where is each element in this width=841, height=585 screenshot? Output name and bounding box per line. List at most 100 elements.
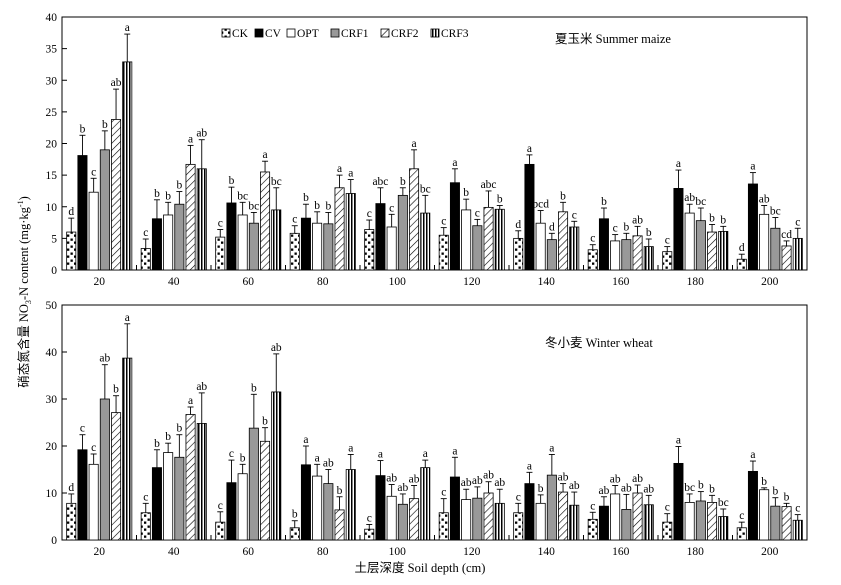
wheat-sig-letter-ck: c bbox=[143, 491, 148, 503]
wheat-x-tick-label: 40 bbox=[168, 546, 180, 558]
maize-sig-letter-ck: c bbox=[590, 233, 595, 245]
wheat-bar-opt bbox=[88, 463, 99, 541]
wheat-bar-cv bbox=[151, 467, 162, 541]
maize-sig-letter-cv: b bbox=[303, 192, 309, 204]
wheat-bar-ck bbox=[736, 527, 747, 541]
maize-y-tick-label: 40 bbox=[46, 12, 58, 24]
maize-bar-crf2 bbox=[334, 187, 345, 271]
maize-bar-ck bbox=[140, 248, 151, 271]
wheat-bar-ck bbox=[66, 502, 77, 541]
maize-sig-letter-cv: b bbox=[601, 196, 607, 208]
wheat-sig-letter-ck: c bbox=[590, 500, 595, 512]
wheat-sig-letter-crf1: a bbox=[549, 442, 554, 454]
maize-sig-letter-crf1: bc bbox=[248, 200, 259, 212]
wheat-sig-letter-crf1: ab bbox=[323, 458, 334, 470]
legend-swatch-crf2 bbox=[380, 28, 390, 38]
maize-bar-crf3 bbox=[271, 209, 282, 271]
wheat-sig-letter-cv: a bbox=[527, 460, 532, 472]
maize-sig-letter-crf1: b bbox=[102, 119, 108, 131]
wheat-x-tick-label: 100 bbox=[389, 546, 407, 558]
wheat-sig-letter-opt: ab bbox=[461, 477, 472, 489]
wheat-sig-letter-ck: c bbox=[441, 487, 446, 499]
maize-y-tick-label: 15 bbox=[46, 170, 58, 182]
wheat-sig-letter-crf2: ab bbox=[483, 470, 494, 482]
maize-sig-letter-crf1: d bbox=[549, 221, 555, 233]
legend-item-crf1: CRF1 bbox=[330, 28, 369, 40]
maize-sig-letter-ck: c bbox=[665, 235, 670, 247]
wheat-sig-letter-crf3: ab bbox=[643, 483, 654, 495]
wheat-sig-letter-crf3: ab bbox=[271, 342, 282, 354]
maize-sig-letter-opt: b bbox=[314, 200, 320, 212]
wheat-bar-crf1 bbox=[621, 509, 632, 541]
wheat-sig-letter-crf1: ab bbox=[621, 482, 632, 494]
wheat-x-tick-label: 140 bbox=[538, 546, 556, 558]
maize-sig-letter-crf2: ab bbox=[632, 214, 643, 226]
wheat-sig-letter-cv: c bbox=[80, 423, 85, 435]
wheat-sig-letter-cv: a bbox=[303, 434, 308, 446]
wheat-sig-letter-ck: c bbox=[739, 510, 744, 522]
maize-bar-crf1 bbox=[546, 239, 557, 271]
legend-item-crf2: CRF2 bbox=[380, 28, 419, 40]
maize-sig-letter-crf2: b bbox=[560, 190, 566, 202]
legend-item-ck: CK bbox=[221, 28, 249, 40]
maize-x-tick-label: 20 bbox=[94, 276, 106, 288]
maize-bar-crf2 bbox=[409, 168, 420, 271]
wheat-sig-letter-opt: c bbox=[91, 442, 96, 454]
wheat-sig-letter-opt: ab bbox=[610, 473, 621, 485]
wheat-bar-crf3 bbox=[271, 391, 282, 541]
legend-label-crf1: CRF1 bbox=[341, 28, 369, 40]
wheat-bar-crf2 bbox=[409, 498, 420, 541]
maize-x-tick-label: 60 bbox=[243, 276, 255, 288]
y-axis-label: 硝态氮含量 NO3-N content (mg·kg-1) bbox=[16, 196, 33, 388]
wheat-bar-opt bbox=[386, 495, 397, 541]
maize-bar-opt bbox=[386, 226, 397, 271]
maize-sig-letter-ck: d bbox=[68, 206, 74, 218]
wheat-bar-crf2 bbox=[260, 440, 271, 541]
wheat-x-tick-label: 20 bbox=[94, 546, 106, 558]
wheat-sig-letter-opt: b bbox=[240, 452, 246, 464]
summer-maize-title: 夏玉米 Summer maize bbox=[555, 32, 671, 46]
wheat-sig-letter-crf1: ab bbox=[472, 475, 483, 487]
wheat-sig-letter-crf1: b bbox=[251, 382, 257, 394]
y-axis-label-mid: -N content (mg·kg bbox=[17, 206, 31, 300]
wheat-x-tick-label: 180 bbox=[687, 546, 705, 558]
y-axis-label-end: ) bbox=[17, 196, 31, 200]
maize-bar-crf1 bbox=[174, 203, 185, 271]
legend-swatch-crf1 bbox=[330, 28, 340, 38]
maize-sig-letter-cv: b bbox=[229, 175, 235, 187]
maize-bar-cv bbox=[375, 203, 386, 271]
maize-sig-letter-opt: c bbox=[91, 166, 96, 178]
wheat-sig-letter-opt: b bbox=[165, 431, 171, 443]
maize-bar-cv bbox=[77, 155, 88, 271]
maize-bar-cv bbox=[524, 163, 535, 271]
maize-bar-crf3 bbox=[196, 168, 207, 271]
maize-sig-letter-ck: c bbox=[367, 208, 372, 220]
maize-sig-letter-crf3: b bbox=[720, 214, 726, 226]
maize-sig-letter-crf2: ab bbox=[111, 77, 122, 89]
wheat-sig-letter-crf3: ab bbox=[569, 480, 580, 492]
wheat-bar-opt bbox=[312, 475, 323, 541]
legend-swatch-crf3 bbox=[430, 28, 440, 38]
maize-bar-opt bbox=[684, 212, 695, 271]
maize-sig-letter-crf3: b bbox=[646, 227, 652, 239]
maize-bar-crf1 bbox=[397, 194, 408, 271]
maize-sig-letter-cv: a bbox=[676, 158, 681, 170]
maize-bar-cv bbox=[226, 202, 237, 271]
wheat-sig-letter-opt: ab bbox=[386, 473, 397, 485]
maize-bar-crf2 bbox=[185, 163, 196, 271]
wheat-bar-crf3 bbox=[643, 504, 654, 541]
legend-swatch-cv bbox=[254, 28, 264, 38]
wheat-x-tick-label: 80 bbox=[317, 546, 329, 558]
maize-sig-letter-crf3: ab bbox=[196, 128, 207, 140]
wheat-sig-letter-opt: b bbox=[538, 483, 544, 495]
wheat-bar-ck bbox=[215, 521, 226, 541]
maize-sig-letter-crf1: bc bbox=[770, 206, 781, 218]
wheat-bar-crf2 bbox=[781, 506, 792, 541]
wheat-sig-letter-cv: a bbox=[750, 449, 755, 461]
wheat-bar-crf1 bbox=[472, 497, 483, 541]
wheat-bar-crf3 bbox=[420, 467, 431, 541]
maize-bar-crf1 bbox=[770, 227, 781, 271]
maize-bar-ck bbox=[215, 236, 226, 271]
wheat-bar-cv bbox=[673, 462, 684, 541]
